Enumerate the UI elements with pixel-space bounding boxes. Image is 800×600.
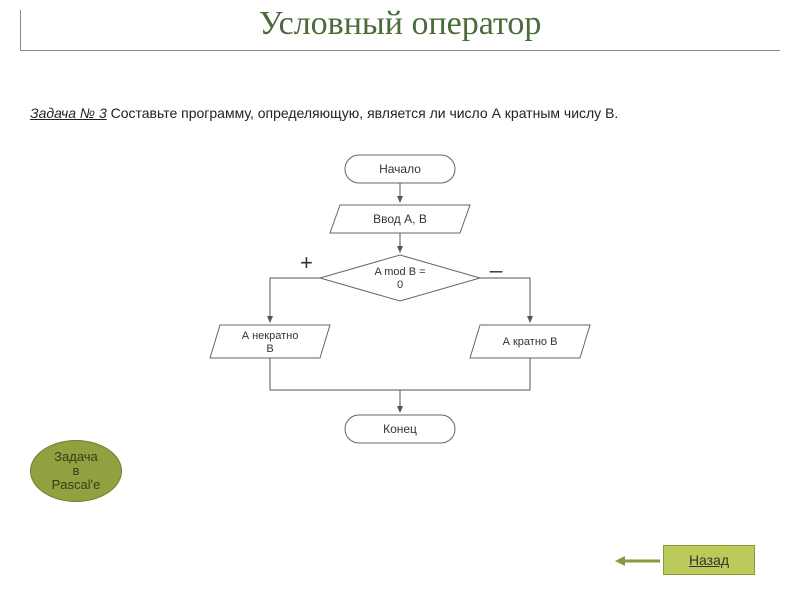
left-result-l1: А некратно: [242, 330, 299, 342]
arrow-right: [480, 278, 530, 322]
task-description: Задача № 3 Составьте программу, определя…: [30, 105, 618, 121]
page-title: Условный оператор: [0, 5, 800, 43]
arrow-left: [270, 278, 320, 322]
decision-node: [320, 255, 480, 301]
minus-label: _: [489, 248, 503, 273]
right-result-label: А кратно В: [503, 336, 558, 348]
start-label: Начало: [379, 162, 421, 176]
back-button-label: Назад: [689, 552, 729, 568]
merge-left: [270, 358, 400, 390]
back-arrow-icon: [615, 555, 660, 567]
plus-label: +: [300, 250, 313, 275]
pascal-link[interactable]: Задача в Pascal'е: [30, 440, 122, 502]
input-label: Ввод А, В: [373, 212, 427, 226]
merge-right: [400, 358, 530, 390]
task-body: Составьте программу, определяющую, являе…: [107, 105, 619, 121]
flowchart: Начало Ввод А, В A mod B = 0 + _ А некра…: [180, 150, 620, 480]
end-label: Конец: [383, 422, 417, 436]
decision-label-1: A mod B =: [374, 266, 425, 278]
back-button[interactable]: Назад: [663, 545, 755, 575]
decision-label-2: 0: [397, 279, 403, 291]
pascal-l1: Задача: [54, 449, 98, 464]
left-result-l2: В: [266, 343, 273, 355]
pascal-l2: в: [73, 463, 80, 478]
pascal-l3: Pascal'е: [52, 477, 101, 492]
task-number: Задача № 3: [30, 105, 107, 121]
frame-border-top: [20, 50, 780, 52]
